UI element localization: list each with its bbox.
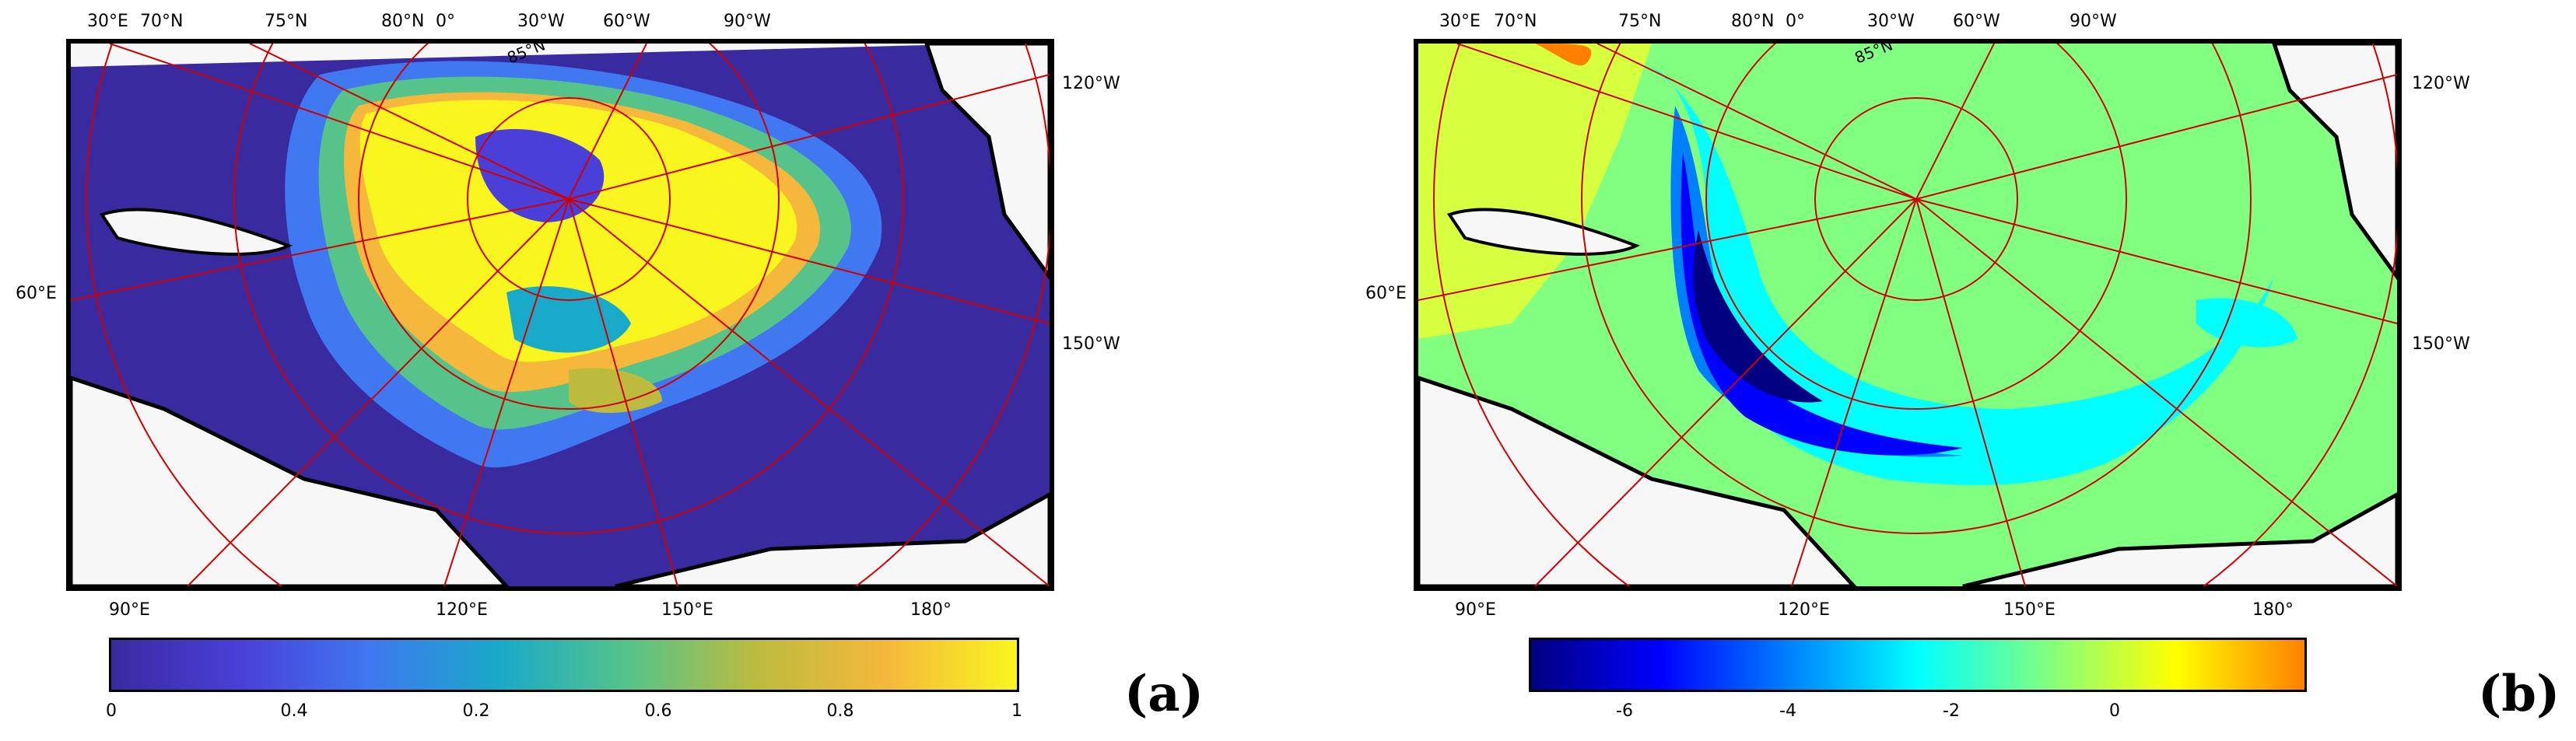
sea-ice-map-a [71, 44, 1050, 586]
colorbar-b [1529, 638, 2307, 692]
colorbar-tick: -6 [1616, 701, 1633, 721]
panel-a: 30°E 70°N 75°N 80°N 0° 30°W 60°W 90°W 60… [0, 0, 1284, 741]
lat-label: 80°N [381, 12, 425, 31]
colorbar-tick: 1 [1011, 701, 1022, 721]
lat-label: 70°N [1494, 12, 1537, 31]
panel-tag-a: (a) [1124, 665, 1204, 723]
lon-label: 120°E [1778, 600, 1830, 620]
lon-label: 60°W [1953, 12, 2000, 31]
colorbar-tick: 0.6 [644, 701, 672, 721]
map-a: 85°N [66, 39, 1054, 591]
lat-label: 75°N [265, 12, 308, 31]
lon-label: 150°W [1062, 334, 1120, 354]
map-b: 85°N [1414, 39, 2402, 591]
lon-label: 90°E [109, 600, 150, 620]
lon-label: 150°E [2003, 600, 2056, 620]
lon-label: 180° [2252, 600, 2294, 620]
panel-tag-b: (b) [2478, 665, 2560, 723]
colorbar-tick: 0 [106, 701, 117, 721]
lat-label: 75°N [1618, 12, 1662, 31]
colorbar-tick: 0 [2109, 701, 2120, 721]
lon-label: 150°W [2412, 334, 2470, 354]
colorbar-tick: -2 [1943, 701, 1960, 721]
panel-b: 30°E 70°N 75°N 80°N 0° 30°W 60°W 90°W 60… [1288, 0, 2571, 741]
lon-label: 90°W [2070, 12, 2117, 31]
lon-label: 60°E [1365, 284, 1407, 303]
lat-label: 70°N [140, 12, 184, 31]
colorbar-tick: -4 [1779, 701, 1796, 721]
lon-label: 120°W [2412, 74, 2470, 93]
lon-label: 180° [910, 600, 952, 620]
lon-label: 30°E [87, 12, 128, 31]
lon-label: 30°W [517, 12, 565, 31]
lon-label: 0° [1786, 12, 1805, 31]
lon-label: 120°E [436, 600, 488, 620]
colorbar-tick: 0.2 [462, 701, 490, 721]
lon-label: 60°W [603, 12, 650, 31]
lon-label: 30°W [1867, 12, 1915, 31]
lon-label: 120°W [1062, 74, 1120, 93]
lat-label: 80°N [1731, 12, 1775, 31]
thickness-change-map-b [1418, 44, 2397, 586]
colorbar-tick: 0.4 [280, 701, 308, 721]
colorbar-tick: 0.8 [826, 701, 854, 721]
lon-label: 0° [436, 12, 455, 31]
lon-label: 150°E [661, 600, 713, 620]
colorbar-a [109, 638, 1019, 692]
lon-label: 30°E [1439, 12, 1481, 31]
lon-label: 60°E [16, 284, 57, 303]
lon-label: 90°E [1455, 600, 1496, 620]
lon-label: 90°W [724, 12, 771, 31]
